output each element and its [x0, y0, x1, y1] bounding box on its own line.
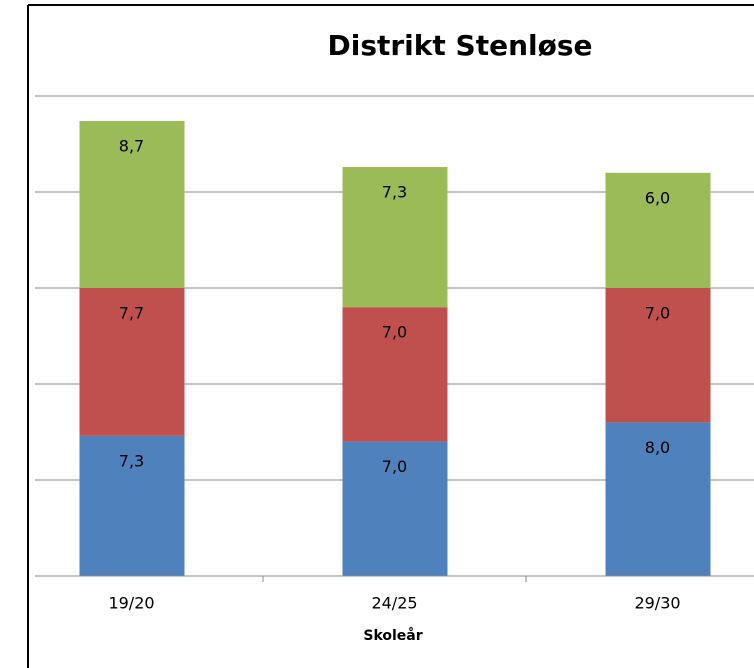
data-label: 6,0 [645, 188, 670, 207]
x-tick-label: 24/25 [371, 594, 417, 613]
x-axis-label: Skoleår [363, 627, 422, 644]
data-label: 7,0 [645, 304, 670, 323]
data-label: 7,7 [119, 304, 144, 323]
bar-segment [342, 167, 448, 308]
x-tick-label: 29/30 [634, 594, 680, 613]
data-label: 8,7 [119, 136, 144, 155]
bar-segment [79, 288, 185, 436]
bar-segment [342, 307, 448, 442]
bar-segment [79, 120, 185, 289]
bar-segment [605, 172, 711, 288]
x-tick-label: 19/20 [108, 594, 154, 613]
data-label: 7,3 [119, 451, 144, 470]
chart-title: Distrikt Stenløse [327, 29, 592, 62]
data-label: 7,0 [382, 323, 407, 342]
bar-segment [342, 441, 448, 576]
bar-segment [605, 422, 711, 576]
bar-segment [605, 288, 711, 423]
data-label: 7,0 [382, 457, 407, 476]
bar-segment [79, 435, 185, 576]
data-label: 7,3 [382, 183, 407, 202]
data-label: 8,0 [645, 438, 670, 457]
